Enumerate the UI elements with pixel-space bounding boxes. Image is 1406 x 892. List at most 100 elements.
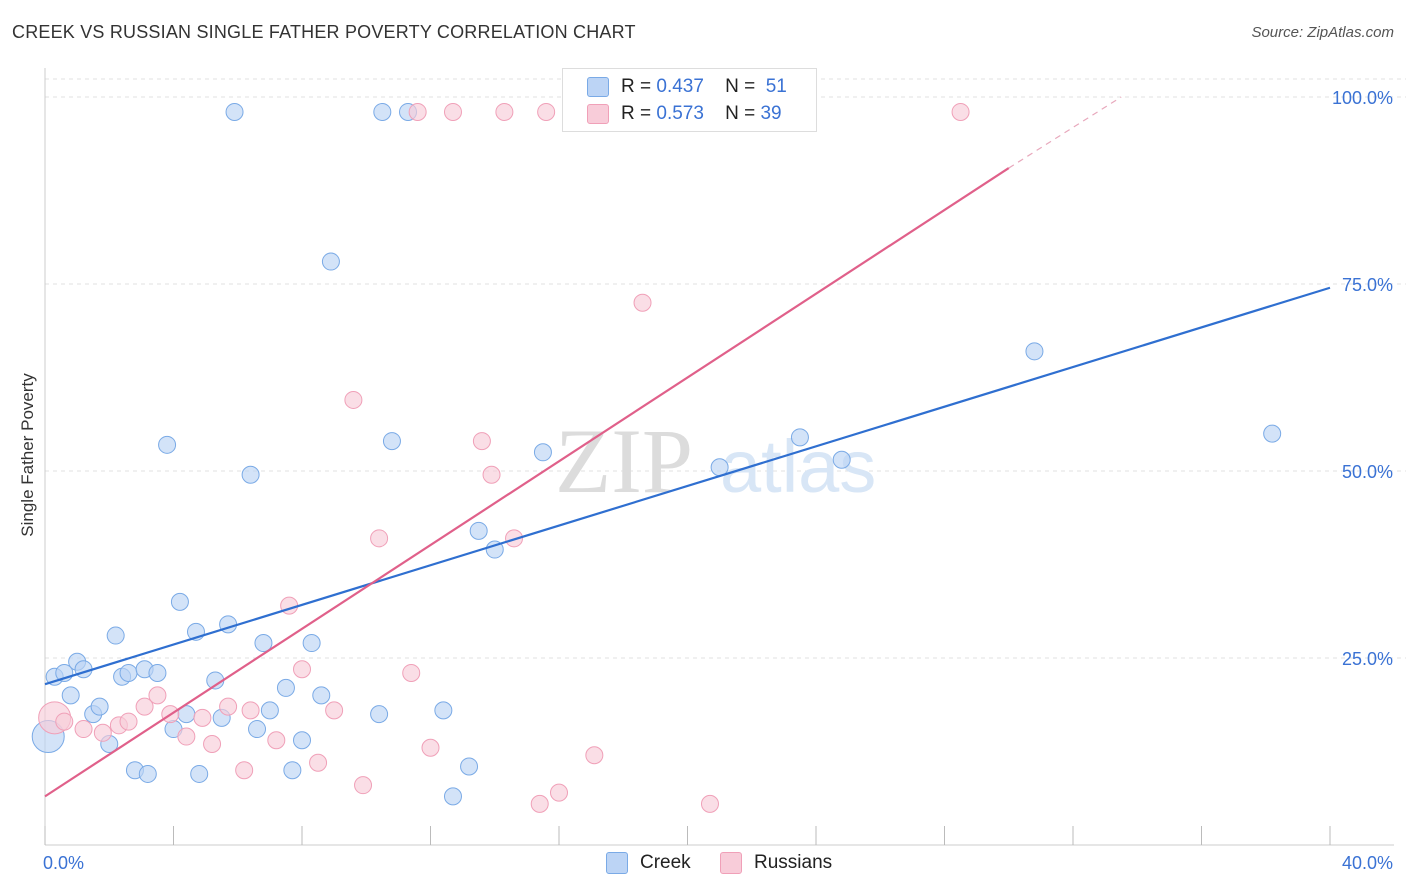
point-russians (585, 746, 604, 765)
point-creek (293, 731, 311, 750)
point-russians (482, 465, 501, 484)
point-russians (402, 663, 421, 682)
point-creek (370, 705, 389, 724)
point-creek (321, 252, 340, 271)
point-russians (951, 102, 970, 121)
y-tick-label: 100.0% (1332, 88, 1393, 108)
point-creek (469, 521, 488, 540)
point-creek (373, 102, 392, 121)
legend-label-russians: Russians (754, 852, 833, 873)
point-creek (148, 663, 167, 682)
point-creek (485, 540, 504, 559)
point-creek (1263, 424, 1282, 443)
legend-r-label: R = (621, 76, 652, 97)
point-russians (550, 783, 568, 802)
point-russians (354, 776, 373, 795)
point-creek (138, 764, 157, 783)
legend-n-label: N = (725, 103, 756, 124)
point-creek (302, 634, 321, 653)
point-creek (241, 465, 260, 484)
point-creek (434, 701, 453, 720)
y-tick-label: 50.0% (1342, 462, 1393, 482)
point-russians (505, 529, 524, 548)
point-russians (344, 390, 363, 409)
legend-n-value: 39 (760, 103, 782, 124)
point-creek (276, 678, 295, 697)
y-tick-label: 25.0% (1342, 649, 1393, 669)
point-russians (530, 794, 549, 813)
correlation-legend: R = 0.437 N = 51 R = 0.573 N = 39 (562, 68, 817, 132)
legend-item-creek[interactable]: Creek (606, 852, 691, 874)
point-creek (443, 787, 462, 806)
point-russians (93, 723, 112, 742)
gridlines (45, 78, 1406, 659)
point-russians (235, 761, 254, 780)
point-creek (158, 435, 177, 454)
point-creek (283, 761, 302, 780)
tick-labels: 25.0% 50.0% 75.0% 100.0% 0.0% 40.0% (43, 88, 1393, 873)
legend-swatch-russians (720, 852, 742, 874)
point-russians (203, 735, 222, 754)
legend-swatch-russians (587, 104, 609, 124)
point-russians (408, 102, 427, 121)
point-russians (443, 102, 462, 121)
point-russians (421, 738, 440, 757)
point-russians (241, 701, 260, 720)
point-russians (633, 293, 652, 312)
point-creek (1025, 342, 1044, 361)
point-russians (472, 432, 491, 451)
point-creek (106, 626, 125, 645)
point-russians (148, 686, 167, 705)
point-creek (170, 592, 189, 611)
chart-source: Source: ZipAtlas.com (1251, 24, 1394, 41)
point-russians (495, 102, 514, 121)
legend-label-creek: Creek (640, 852, 691, 873)
point-russians (537, 102, 556, 121)
point-creek (260, 701, 279, 720)
point-russians (370, 529, 389, 548)
point-creek (312, 686, 331, 705)
point-creek (460, 757, 479, 776)
y-tick-label: 75.0% (1342, 275, 1393, 295)
point-creek (248, 720, 267, 739)
legend-swatch-creek (606, 852, 628, 874)
legend-swatch-creek (587, 77, 609, 97)
legend-n-label: N = (725, 76, 756, 97)
point-creek (190, 764, 209, 783)
point-creek (90, 697, 109, 716)
point-creek (61, 686, 80, 705)
point-creek (119, 663, 138, 682)
watermark-zip: ZIP (555, 410, 693, 512)
legend-n-value: 51 (765, 76, 787, 97)
point-creek (533, 443, 552, 462)
point-russians (309, 753, 328, 772)
legend-r-label: R = (621, 103, 652, 124)
point-russians (325, 701, 344, 720)
legend-item-russians[interactable]: Russians (720, 852, 832, 874)
point-russians (267, 731, 286, 750)
x-tick-label-max: 40.0% (1342, 853, 1393, 873)
legend-row-creek: R = 0.437 N = 51 (587, 75, 787, 99)
point-russians (177, 727, 196, 746)
chart-title: CREEK VS RUSSIAN SINGLE FATHER POVERTY C… (12, 22, 636, 42)
point-russians (74, 720, 93, 739)
legend-r-value: 0.437 (656, 76, 704, 97)
series-legend: Creek Russians (0, 852, 1406, 876)
point-russians (293, 660, 311, 679)
point-creek (790, 428, 809, 447)
point-russians (119, 712, 138, 731)
point-russians (55, 712, 74, 731)
point-creek (832, 450, 851, 469)
point-creek (382, 432, 401, 451)
trend-lines (44, 96, 1331, 798)
legend-row-russians: R = 0.573 N = 39 (587, 102, 782, 126)
point-russians (135, 697, 154, 716)
point-russians (193, 708, 212, 727)
legend-r-value: 0.573 (656, 103, 704, 124)
point-russians (700, 794, 719, 813)
point-creek (225, 102, 244, 121)
trend-line-creek (44, 286, 1331, 686)
point-creek (254, 634, 273, 653)
trend-extension-russians (1008, 96, 1122, 169)
